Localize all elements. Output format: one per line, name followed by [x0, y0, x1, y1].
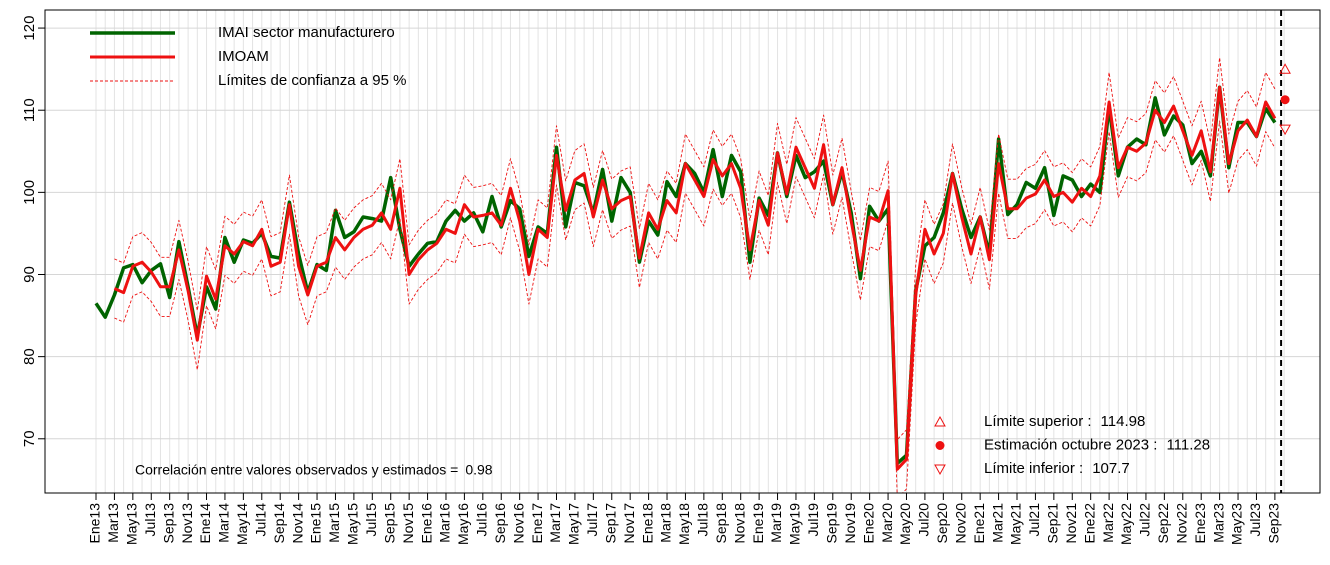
- x-tick-label: May21: [1008, 503, 1024, 545]
- x-tick-label: Jul23: [1247, 503, 1263, 537]
- series-line: [114, 120, 1276, 493]
- estimate-marker: [1280, 95, 1290, 105]
- x-tick-label: Mar19: [768, 503, 784, 543]
- x-tick-label: Jul19: [805, 503, 821, 537]
- annotation-marker: [934, 464, 946, 476]
- x-tick-label: Nov13: [179, 503, 195, 544]
- y-tick-label: 120: [21, 16, 38, 41]
- x-tick-label: May23: [1229, 503, 1245, 545]
- grid: [45, 10, 1320, 493]
- x-tick-label: Mar15: [326, 503, 342, 543]
- x-tick-label: Jul14: [252, 503, 268, 537]
- legend-label: IMAI sector manufacturero: [218, 24, 395, 41]
- x-tick-label: May20: [897, 503, 913, 545]
- annotation-label: Límite superior :: [984, 413, 1092, 430]
- annotation-label: Estimación octubre 2023 :: [984, 436, 1157, 453]
- x-tick-label: Ene17: [529, 503, 545, 544]
- x-tick-label: Mar21: [989, 503, 1005, 543]
- x-tick-label: May18: [676, 503, 692, 545]
- x-tick-label: Sep21: [1045, 503, 1061, 544]
- x-tick-label: Jul16: [474, 503, 490, 537]
- x-tick-label: Ene22: [1081, 503, 1097, 544]
- x-tick-label: Ene19: [750, 503, 766, 544]
- x-tick-label: May14: [234, 503, 250, 545]
- annotation-value: 114.98: [1101, 413, 1146, 430]
- x-tick-label: Jul22: [1137, 503, 1153, 537]
- x-tick-label: Mar20: [879, 503, 895, 543]
- x-tick-label: Jul17: [584, 503, 600, 537]
- x-tick-label: Sep16: [492, 503, 508, 544]
- x-tick-label: May17: [566, 503, 582, 545]
- y-tick-label: 110: [21, 98, 38, 122]
- x-tick-label: Nov16: [510, 503, 526, 544]
- legend-label: Límites de confianza a 95 %: [218, 72, 406, 89]
- x-tick-label: Mar13: [105, 503, 121, 543]
- x-tick-label: Mar18: [658, 503, 674, 543]
- correlation-label: Correlación entre valores observados y e…: [135, 462, 458, 478]
- x-tick-label: Ene14: [197, 503, 213, 544]
- x-tick-label: Mar22: [1100, 503, 1116, 543]
- overlay: 70 80 90 100 110 120 Ene13 Mar13 May13 Jul13 Sep13…: [21, 9, 1321, 545]
- annotation-marker: [934, 415, 946, 427]
- annotation-label: Límite inferior :: [984, 460, 1083, 477]
- x-tick-label: Ene13: [87, 503, 103, 544]
- x-tick-label: Mar23: [1210, 503, 1226, 543]
- legend-label: IMOAM: [218, 48, 269, 65]
- x-tick-label: Jul21: [1026, 503, 1042, 537]
- x-tick-label: Nov20: [952, 503, 968, 544]
- x-tick-label: Jul20: [916, 503, 932, 537]
- x-tick-label: May22: [1118, 503, 1134, 545]
- annotation-marker: [935, 441, 945, 450]
- x-tick-label: Ene16: [418, 503, 434, 544]
- x-tick-label: Ene23: [1192, 503, 1208, 544]
- estimate-marker: [1279, 124, 1291, 136]
- x-tick-label: Sep14: [271, 503, 287, 544]
- x-tick-label: Sep13: [160, 503, 176, 544]
- x-tick-label: Sep15: [381, 503, 397, 544]
- correlation-value: 0.98: [465, 462, 492, 478]
- plot-area: [94, 57, 1277, 493]
- x-tick-label: Jul15: [363, 503, 379, 537]
- x-tick-label: Sep19: [824, 503, 840, 544]
- y-tick-label: 100: [21, 180, 38, 205]
- x-tick-label: Mar16: [437, 503, 453, 543]
- x-tick-label: Sep18: [713, 503, 729, 544]
- x-tick-label: Nov18: [731, 503, 747, 544]
- x-tick-label: Sep23: [1266, 503, 1282, 544]
- estimate-marker: [1279, 63, 1291, 74]
- x-tick-label: Jul18: [695, 503, 711, 537]
- y-tick-label: 80: [21, 348, 38, 365]
- x-tick-label: May13: [124, 503, 140, 545]
- x-tick-label: Mar17: [547, 503, 563, 543]
- x-tick-label: Nov22: [1173, 503, 1189, 544]
- plot-frame: [44, 9, 1321, 494]
- x-tick-label: Nov15: [400, 503, 416, 544]
- annotation-value: 111.28: [1166, 436, 1210, 453]
- x-tick-label: May19: [787, 503, 803, 545]
- series-line: [113, 85, 1277, 471]
- x-tick-label: Sep20: [934, 503, 950, 544]
- x-tick-label: Ene15: [308, 503, 324, 544]
- x-tick-label: Ene21: [971, 503, 987, 544]
- y-tick-label: 90: [21, 266, 38, 283]
- annotation-value: 107.7: [1092, 460, 1130, 477]
- x-tick-label: Nov21: [1063, 503, 1079, 544]
- x-tick-label: Sep17: [602, 503, 618, 544]
- x-tick-label: May16: [455, 503, 471, 545]
- x-tick-label: Ene18: [639, 503, 655, 544]
- x-tick-label: Nov17: [621, 503, 637, 544]
- x-tick-label: Mar14: [216, 503, 232, 543]
- x-tick-label: Sep22: [1155, 503, 1171, 544]
- x-tick-label: Ene20: [860, 503, 876, 544]
- y-tick-label: 70: [21, 430, 38, 447]
- x-tick-label: Nov14: [289, 503, 305, 544]
- x-tick-label: May15: [345, 503, 361, 545]
- series-line: [114, 57, 1276, 441]
- x-tick-label: Nov19: [842, 503, 858, 544]
- x-tick-label: Jul13: [142, 503, 158, 537]
